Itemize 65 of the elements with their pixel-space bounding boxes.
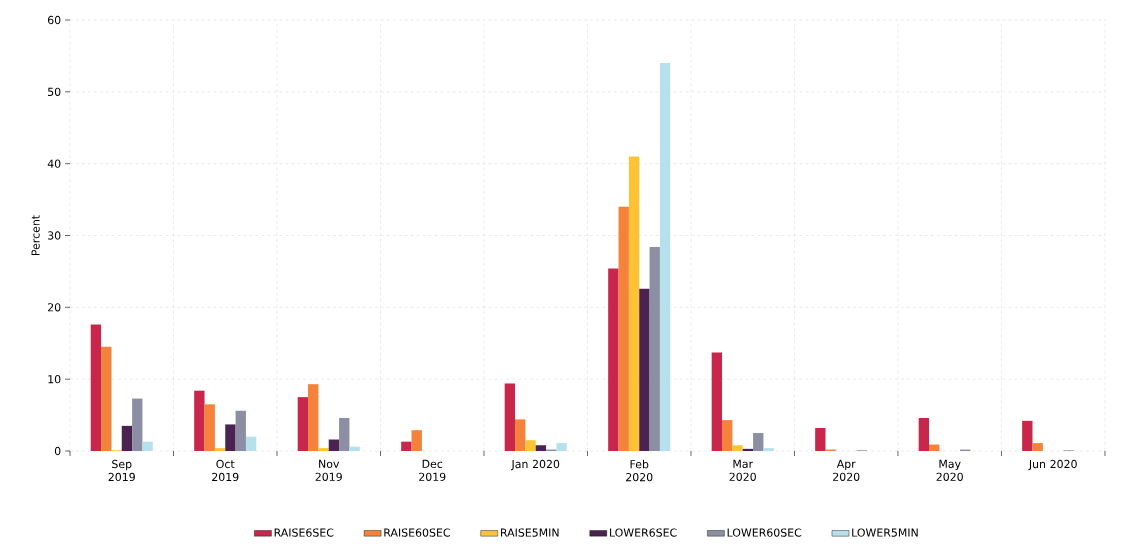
bar	[245, 436, 257, 451]
bar	[101, 346, 112, 451]
x-tick-label: May 2020	[936, 459, 963, 481]
bar	[732, 445, 743, 451]
bar	[121, 425, 133, 451]
x-tick-label: Mar 2020	[729, 459, 756, 481]
bar	[411, 430, 422, 451]
x-tick-label: Sep 2019	[108, 459, 135, 482]
bar	[753, 433, 764, 451]
bar	[535, 445, 547, 451]
y-tick-label: 50	[48, 87, 61, 96]
legend-label: RAISE6SEC	[274, 528, 334, 537]
bar	[659, 63, 671, 451]
y-tick-label: 60	[47, 15, 61, 25]
bar	[204, 404, 215, 451]
y-axis-title: Percent	[31, 215, 40, 256]
y-tick-label: 20	[48, 303, 61, 312]
bar	[328, 439, 340, 451]
bar	[401, 441, 412, 451]
x-tick-label: Feb 2020	[626, 459, 653, 482]
y-tick-label: 40	[47, 159, 61, 168]
bar	[639, 288, 650, 451]
bar	[349, 446, 360, 451]
bar	[90, 324, 102, 451]
bar	[235, 410, 246, 451]
bar	[308, 384, 319, 451]
bar	[628, 156, 640, 451]
bar	[142, 441, 153, 451]
bar	[132, 398, 143, 451]
legend-label: LOWER5MIN	[852, 528, 918, 537]
bar	[711, 352, 723, 451]
bar	[214, 448, 226, 451]
bar	[608, 268, 619, 451]
x-tick-label: Jun 2020	[1028, 459, 1077, 471]
bar	[763, 448, 774, 451]
bar	[225, 424, 236, 451]
bar	[1032, 443, 1043, 451]
legend-label: LOWER60SEC	[727, 528, 802, 537]
bar	[318, 448, 329, 451]
bar	[504, 383, 516, 451]
bar	[742, 448, 754, 451]
bar	[515, 419, 526, 451]
bar	[194, 390, 205, 451]
x-tick-label: Oct 2019	[212, 459, 239, 482]
legend-label: RAISE5MIN	[501, 528, 559, 537]
x-tick-label: Dec 2019	[419, 459, 446, 481]
bar	[525, 440, 536, 451]
bar	[722, 420, 733, 451]
bar	[297, 397, 309, 451]
bar	[618, 206, 629, 451]
y-tick-label: 10	[48, 375, 61, 384]
y-tick-label: 30	[48, 231, 61, 240]
bar	[929, 444, 940, 451]
legend-label: LOWER6SEC	[610, 528, 677, 537]
bar	[1022, 420, 1033, 451]
bar	[815, 428, 826, 451]
bar	[556, 443, 567, 451]
x-tick-label: Jan 2020	[510, 459, 560, 471]
bar	[339, 417, 350, 451]
bar	[918, 417, 930, 451]
legend-label: RAISE60SEC	[384, 528, 450, 537]
bar	[649, 246, 660, 451]
y-tick-label: 0	[54, 446, 61, 456]
x-tick-label: Nov 2019	[315, 459, 342, 481]
x-tick-label: Apr 2020	[833, 459, 860, 481]
